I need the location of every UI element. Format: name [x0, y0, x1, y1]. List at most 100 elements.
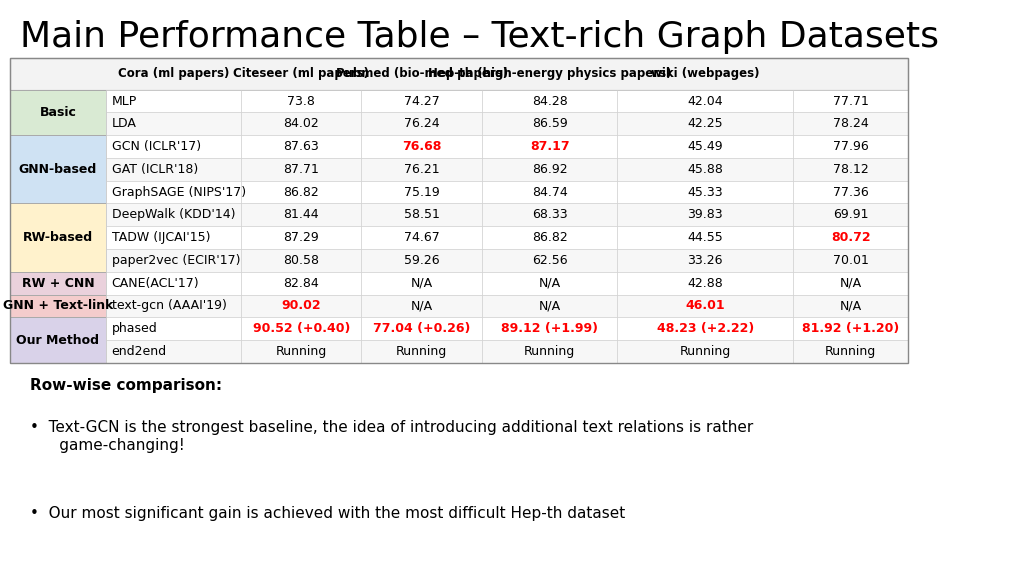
Text: 42.25: 42.25	[687, 118, 723, 130]
Text: 86.92: 86.92	[531, 163, 567, 176]
Text: 86.82: 86.82	[531, 231, 567, 244]
Text: Hep-th (high-energy physics papers): Hep-th (high-energy physics papers)	[428, 67, 672, 80]
Text: text-gcn (AAAI'19): text-gcn (AAAI'19)	[112, 300, 226, 312]
Text: 74.27: 74.27	[403, 94, 439, 108]
Bar	[10, 58, 908, 363]
Bar	[241, 90, 361, 112]
Text: Cora (ml papers): Cora (ml papers)	[118, 67, 229, 80]
Text: paper2vec (ECIR'17): paper2vec (ECIR'17)	[112, 254, 240, 267]
Bar	[361, 112, 482, 135]
Text: 39.83: 39.83	[687, 209, 723, 221]
Text: 90.02: 90.02	[282, 300, 322, 312]
Text: N/A: N/A	[539, 300, 561, 312]
Bar	[482, 317, 617, 340]
Text: Running: Running	[524, 345, 575, 358]
Text: GNN-based: GNN-based	[18, 163, 97, 176]
Text: GNN + Text-link: GNN + Text-link	[3, 300, 113, 312]
Text: Row-wise comparison:: Row-wise comparison:	[31, 378, 222, 393]
Text: 77.04 (+0.26): 77.04 (+0.26)	[373, 322, 470, 335]
Text: 90.52 (+0.40): 90.52 (+0.40)	[253, 322, 350, 335]
Bar	[482, 272, 617, 294]
Bar	[241, 340, 361, 363]
Bar	[482, 294, 617, 317]
Bar	[241, 317, 361, 340]
Text: 45.49: 45.49	[687, 140, 723, 153]
Bar	[105, 90, 241, 112]
Bar	[617, 317, 793, 340]
Bar	[617, 90, 793, 112]
Bar	[482, 203, 617, 226]
Bar	[617, 181, 793, 203]
Text: 84.74: 84.74	[531, 185, 567, 199]
Bar	[10, 294, 105, 317]
Text: 77.96: 77.96	[833, 140, 868, 153]
Text: 69.91: 69.91	[833, 209, 868, 221]
Text: Our Method: Our Method	[16, 334, 99, 347]
Text: 80.72: 80.72	[830, 231, 870, 244]
Bar	[10, 58, 908, 90]
Text: GraphSAGE (NIPS'17): GraphSAGE (NIPS'17)	[112, 185, 246, 199]
Text: 77.71: 77.71	[833, 94, 868, 108]
Text: 59.26: 59.26	[403, 254, 439, 267]
Text: Pubmed (bio-med papers): Pubmed (bio-med papers)	[336, 67, 508, 80]
Bar	[361, 272, 482, 294]
Bar	[793, 340, 908, 363]
Text: LDA: LDA	[112, 118, 136, 130]
Text: N/A: N/A	[840, 276, 862, 290]
Text: phased: phased	[112, 322, 158, 335]
Bar	[793, 294, 908, 317]
Text: 87.71: 87.71	[284, 163, 319, 176]
Bar	[105, 181, 241, 203]
Bar	[241, 203, 361, 226]
Text: 44.55: 44.55	[687, 231, 723, 244]
Text: end2end: end2end	[112, 345, 167, 358]
Bar	[241, 181, 361, 203]
Bar	[617, 135, 793, 158]
Text: 45.88: 45.88	[687, 163, 723, 176]
Bar	[10, 272, 105, 294]
Text: 33.26: 33.26	[687, 254, 723, 267]
Text: 78.24: 78.24	[833, 118, 868, 130]
Bar	[361, 135, 482, 158]
Text: •  Text-GCN is the strongest baseline, the idea of introducing additional text r: • Text-GCN is the strongest baseline, th…	[31, 420, 754, 453]
Text: 86.59: 86.59	[531, 118, 567, 130]
Bar	[793, 90, 908, 112]
Text: N/A: N/A	[840, 300, 862, 312]
Text: Running: Running	[396, 345, 447, 358]
Bar	[105, 294, 241, 317]
Text: 62.56: 62.56	[531, 254, 567, 267]
Text: RW + CNN: RW + CNN	[22, 276, 94, 290]
Bar	[241, 249, 361, 272]
Bar	[105, 226, 241, 249]
Bar	[361, 249, 482, 272]
Text: DeepWalk (KDD'14): DeepWalk (KDD'14)	[112, 209, 236, 221]
Text: N/A: N/A	[411, 300, 433, 312]
Bar	[482, 112, 617, 135]
Bar	[105, 317, 241, 340]
Bar	[10, 203, 105, 272]
Text: 81.44: 81.44	[284, 209, 319, 221]
Bar	[617, 340, 793, 363]
Bar	[361, 181, 482, 203]
Bar	[105, 272, 241, 294]
Text: 78.12: 78.12	[833, 163, 868, 176]
Bar	[793, 272, 908, 294]
Text: N/A: N/A	[539, 276, 561, 290]
Bar	[241, 112, 361, 135]
Bar	[617, 112, 793, 135]
Bar	[10, 135, 105, 203]
Bar	[482, 249, 617, 272]
Bar	[361, 340, 482, 363]
Bar	[241, 135, 361, 158]
Text: CANE(ACL'17): CANE(ACL'17)	[112, 276, 200, 290]
Bar	[617, 158, 793, 181]
Text: 58.51: 58.51	[403, 209, 439, 221]
Text: Running: Running	[825, 345, 877, 358]
Bar	[361, 158, 482, 181]
Bar	[482, 135, 617, 158]
Text: 86.82: 86.82	[284, 185, 319, 199]
Bar	[105, 203, 241, 226]
Text: 76.21: 76.21	[403, 163, 439, 176]
Text: 84.02: 84.02	[284, 118, 319, 130]
Bar	[793, 135, 908, 158]
